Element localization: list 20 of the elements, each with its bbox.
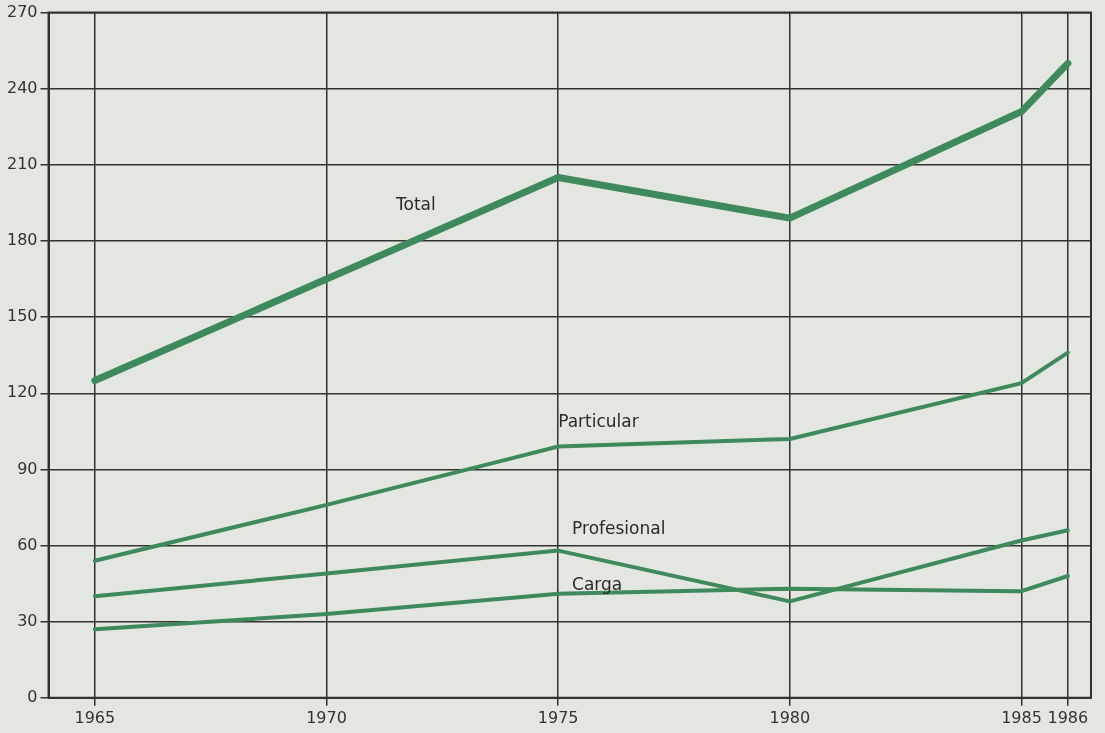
x-tick-label: 1975 — [537, 707, 579, 727]
y-tick-label: 90 — [17, 458, 38, 478]
y-tick-label: 240 — [6, 77, 38, 97]
y-tick-label: 120 — [6, 382, 38, 402]
y-tick-label: 270 — [6, 1, 38, 21]
x-tick-label: 1965 — [74, 707, 116, 727]
x-tick-label: 1980 — [769, 707, 811, 727]
series-label: Particular — [558, 410, 639, 431]
x-tick-label: 1985 — [1001, 707, 1042, 727]
series-label: Total — [395, 193, 436, 214]
x-tick-label: 1986 — [1047, 707, 1089, 727]
y-tick-label: 150 — [6, 306, 38, 326]
series-label: Profesional — [572, 517, 666, 538]
y-tick-label: 210 — [6, 154, 38, 174]
y-tick-label: 30 — [17, 610, 38, 630]
series-label: Carga — [572, 573, 623, 594]
x-tick-label: 1970 — [306, 707, 347, 727]
y-tick-label: 180 — [6, 230, 38, 250]
y-tick-label: 60 — [17, 534, 38, 554]
y-tick-label: 0 — [27, 686, 38, 706]
